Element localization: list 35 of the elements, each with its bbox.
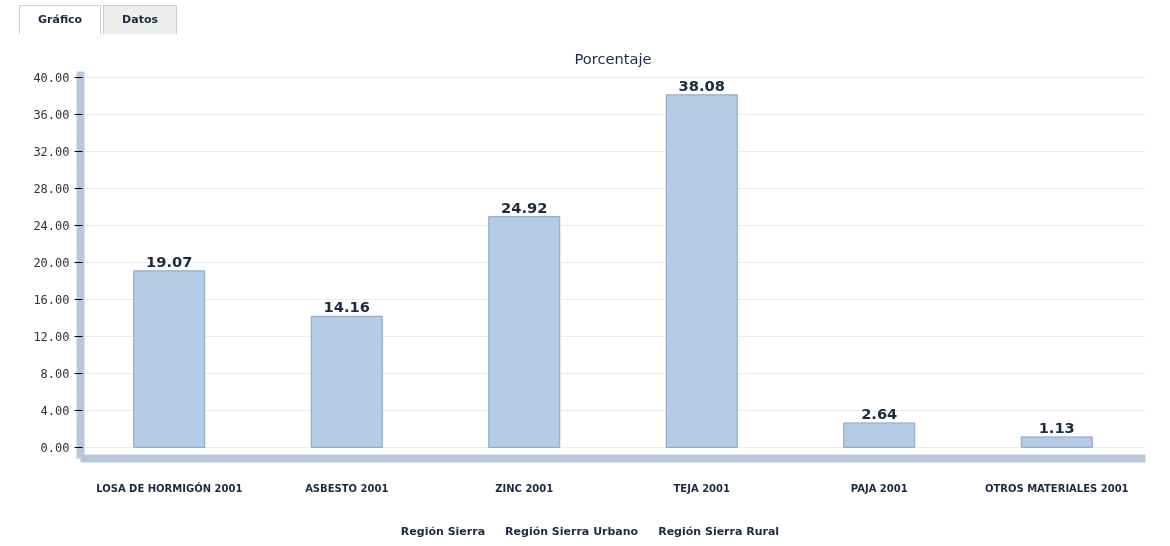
data-label: 1.13 <box>1038 418 1075 436</box>
y-tick-label: 24.00 <box>33 218 70 233</box>
data-label: 19.07 <box>146 252 193 270</box>
bar <box>843 422 916 448</box>
text: Región Sierra Urbano <box>505 525 639 538</box>
chart-title: Porcentaje <box>574 49 652 67</box>
x-tick-label: ZINC 2001 <box>495 482 554 494</box>
bar <box>665 94 738 448</box>
y-tick-label: 20.00 <box>33 255 70 270</box>
x-tick-label: ASBESTO 2001 <box>305 482 389 494</box>
y-tick-label: 40.00 <box>33 70 70 85</box>
y-tick-label: 28.00 <box>33 181 70 196</box>
y-tick-label: 8.00 <box>40 366 70 381</box>
y-tick-label: 0.00 <box>40 440 70 455</box>
x-tick-label: LOSA DE HORMIGÓN 2001 <box>96 481 243 494</box>
y-tick-label: 12.00 <box>33 329 70 344</box>
bar <box>1020 436 1093 448</box>
x-tick-label: PAJA 2001 <box>850 482 908 494</box>
bar <box>488 216 561 448</box>
data-label: 38.08 <box>678 76 725 94</box>
text: Gráfico <box>19 5 102 34</box>
data-label: 24.92 <box>501 198 548 216</box>
x-tick-label: OTROS MATERIALES 2001 <box>984 482 1129 494</box>
y-tick-label: 36.00 <box>33 107 70 122</box>
y-tick-label: 16.00 <box>33 292 70 307</box>
text: Datos <box>103 5 178 34</box>
y-tick-label: 4.00 <box>40 403 70 418</box>
x-tick-label: TEJA 2001 <box>673 482 730 494</box>
y-tick-label: 32.00 <box>33 144 70 159</box>
text: Región Sierra Rural <box>658 525 780 538</box>
data-label: 14.16 <box>323 298 370 316</box>
bar <box>310 315 383 448</box>
bar <box>133 270 206 448</box>
text: Región Sierra <box>400 525 486 538</box>
data-label: 2.64 <box>861 404 898 422</box>
